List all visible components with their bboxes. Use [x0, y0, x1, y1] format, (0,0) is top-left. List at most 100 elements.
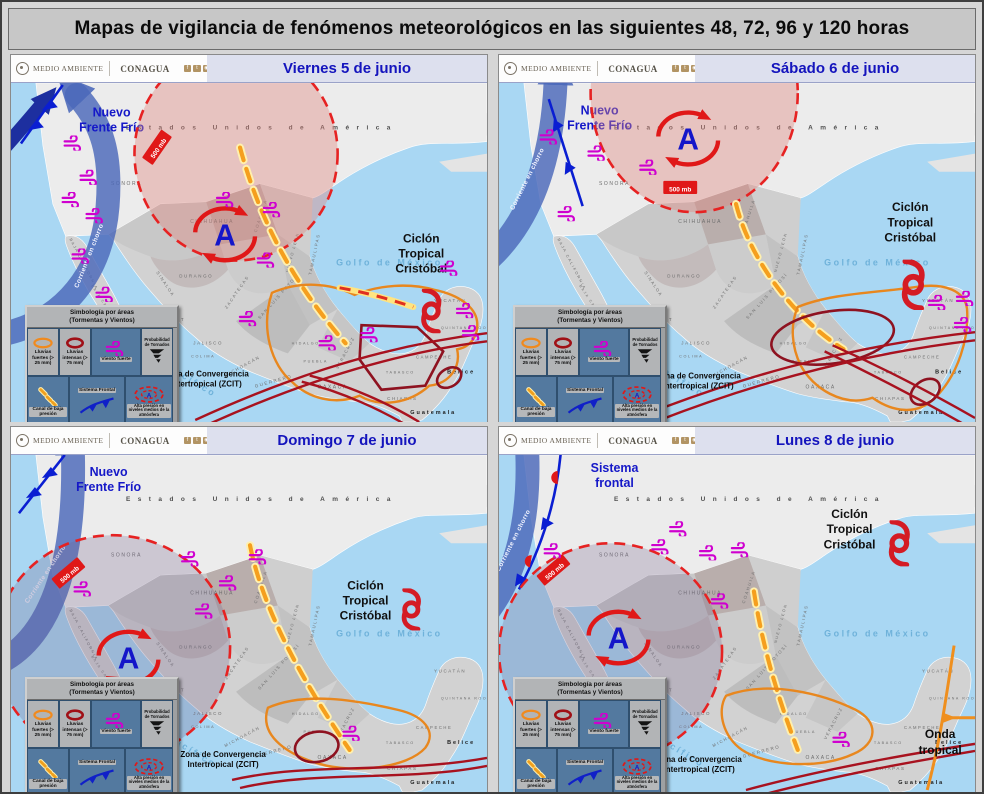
legend-tornado: Probabilidad de Tornados	[141, 327, 173, 376]
svg-text:A: A	[635, 764, 640, 771]
front-label: Sistema	[591, 461, 640, 475]
legend-frontal: Sistema Frontal	[557, 747, 613, 792]
brand-divider	[109, 433, 111, 448]
zcit-label: Intertropical (ZCIT)	[188, 760, 259, 769]
heavy-rain-ellipse-icon	[33, 337, 53, 349]
panel-sabado: MEDIO AMBIENTE CONAGUA f t ◉ ▶ Sábado 6 …	[498, 54, 976, 422]
front-label: Nuevo	[581, 103, 619, 117]
brand-area: MEDIO AMBIENTE CONAGUA f t ◉ ▶	[11, 427, 220, 454]
map-area: Corriente en chorro Sistema frontal A 50…	[499, 455, 975, 792]
medio-ambiente-label: MEDIO AMBIENTE	[521, 64, 592, 73]
panel-title-strip: Lunes 8 de junio	[695, 427, 975, 454]
intense-rain-area	[770, 308, 896, 366]
legend-title: Simbología por áreas (Tormentas y Viento…	[27, 307, 177, 328]
low-pressure-channel	[237, 145, 348, 346]
panel-lunes: MEDIO AMBIENTE CONAGUA f t ◉ ▶ Lunes 8 d…	[498, 426, 976, 792]
legend-title: Simbología por áreas (Tormentas y Viento…	[515, 307, 665, 328]
front-label: Nuevo	[90, 465, 128, 479]
zcit-label: Intertropical (ZCIT)	[663, 382, 734, 391]
wind-icon	[593, 713, 612, 729]
legend-rain-intense: Lluvias intensas (> 75 mm)	[59, 699, 91, 748]
cyclone-label: Cristóbal	[395, 262, 447, 276]
page-title: Mapas de vigilancia de fenómenos meteoro…	[74, 18, 910, 39]
intense-rain-ellipse-icon	[66, 337, 84, 349]
cyclone-label: Ciclón	[347, 578, 383, 592]
weather-map-friday: Corriente en chorro Nuevo Frente Frío A …	[11, 83, 487, 422]
front-label: frontal	[595, 476, 634, 490]
legend-frontal: Sistema Frontal	[69, 375, 125, 422]
panel-title: Sábado 6 de junio	[770, 60, 900, 77]
map-area: Corriente en chorro Nuevo Frente Frío A …	[11, 455, 487, 792]
wind-icon	[105, 713, 124, 729]
hurricane-icon	[891, 522, 907, 565]
medio-ambiente-label: MEDIO AMBIENTE	[521, 436, 592, 445]
cyclone-label: Tropical	[887, 215, 933, 229]
panel-title: Lunes 8 de junio	[775, 432, 895, 449]
conagua-label: CONAGUA	[608, 435, 658, 446]
conagua-label: CONAGUA	[608, 63, 658, 74]
hurricane-icon	[905, 261, 922, 308]
weather-map-saturday: Corriente en chorro Nuevo Frente Frío A …	[499, 83, 975, 422]
legend-tornado: Probabilidad de Tornados	[629, 327, 661, 376]
brand-divider	[597, 61, 599, 76]
intense-rain-ellipse-icon	[66, 709, 84, 721]
legend-wind: Viento fuerte	[579, 699, 629, 748]
low-pressure-channel-icon	[38, 759, 58, 778]
twitter-icon: t	[681, 64, 689, 73]
hurricane-icon	[404, 590, 418, 629]
medio-ambiente-logo	[504, 62, 517, 75]
legend-low-channel: Canal de baja presión	[27, 747, 69, 792]
tropical-wave-label: tropical	[919, 743, 962, 757]
legend-rain-intense: Lluvias intensas (> 75 mm)	[59, 327, 91, 376]
tropical-wave-label: Onda	[925, 727, 956, 741]
medio-ambiente-logo	[16, 62, 29, 75]
zcit-label: Intertropical (ZCIT)	[171, 380, 242, 389]
svg-text:500 mb: 500 mb	[669, 186, 691, 193]
legend-high-pressure: A Alta presión en niveles medios de la a…	[125, 375, 173, 422]
panel-viernes: MEDIO AMBIENTE CONAGUA f t ◉ ▶ Viernes 5…	[10, 54, 488, 422]
cold-front	[17, 455, 66, 514]
low-pressure-channel-icon	[526, 759, 546, 778]
cold-front	[547, 98, 584, 207]
low-pressure-channel	[247, 543, 352, 752]
facebook-icon: f	[183, 64, 192, 73]
legend-rain-heavy: Lluvias fuertes (> 25 mm)	[27, 699, 59, 748]
legend-low-channel: Canal de baja presión	[515, 747, 557, 792]
legend-low-channel: Canal de baja presión	[515, 375, 557, 422]
legend-frontal: Sistema Frontal	[557, 375, 613, 422]
medio-ambiente-logo	[504, 434, 517, 447]
zcit-lines	[745, 742, 975, 792]
legend-rain-heavy: Lluvias fuertes (> 25 mm)	[515, 699, 547, 748]
brand-divider	[109, 61, 111, 76]
conagua-label: CONAGUA	[120, 63, 170, 74]
cyclone-label: Cristóbal	[340, 608, 392, 622]
front-label: Frente Frío	[76, 480, 141, 494]
legend-wind: Viento fuerte	[91, 699, 141, 748]
anticyclone-letter: A	[118, 643, 140, 676]
instagram-icon: ◉	[202, 64, 211, 73]
legend-wind: Viento fuerte	[579, 327, 629, 376]
panel-title: Viernes 5 de junio	[282, 60, 412, 77]
panel-title: Domingo 7 de junio	[277, 432, 417, 449]
cold-front-icon	[567, 769, 602, 786]
wind-icon	[593, 341, 612, 357]
stationary-front	[514, 455, 562, 591]
map-legend: Simbología por áreas (Tormentas y Viento…	[513, 305, 667, 422]
panel-header: MEDIO AMBIENTE CONAGUA f t ◉ ▶ Sábado 6 …	[499, 55, 975, 83]
medio-ambiente-label: MEDIO AMBIENTE	[33, 436, 104, 445]
cyclone-label: Ciclón	[403, 231, 439, 245]
intense-rain-ellipse-icon	[554, 709, 572, 721]
front-label: Frente Frío	[567, 118, 632, 132]
cyclone-label: Tropical	[827, 522, 873, 536]
tornado-icon	[149, 349, 165, 364]
legend-high-pressure: A Alta presión en niveles medios de la a…	[613, 747, 661, 792]
zcit-label: Zona de Convergencia	[164, 370, 250, 379]
zcit-lines	[231, 756, 487, 790]
twitter-icon: t	[193, 64, 201, 73]
intense-rain-area	[293, 730, 340, 764]
cyclone-label: Tropical	[343, 593, 389, 607]
cold-front	[19, 84, 64, 145]
high-pressure-icon: A	[134, 386, 164, 403]
anticyclone-letter: A	[677, 123, 699, 156]
twitter-icon: t	[681, 436, 689, 445]
